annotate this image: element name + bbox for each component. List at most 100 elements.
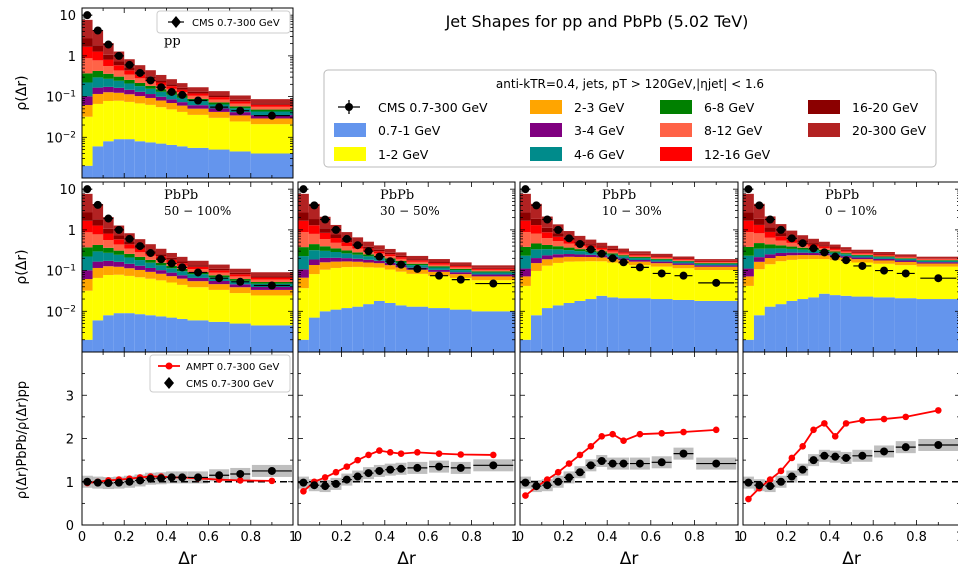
bar-8-12-gev [331, 243, 342, 249]
bar-0-7-1-gev [93, 146, 104, 178]
bar-2-3-gev [797, 255, 808, 259]
bar-2-3-gev [873, 260, 895, 263]
bar-3-4-gev [166, 273, 177, 277]
legend-entry-0: CMS 0.7-300 GeV [378, 100, 488, 115]
ampt-point [436, 450, 443, 457]
bar-1-2-gev [124, 276, 135, 313]
bar-3-4-gev [575, 254, 586, 257]
bar-3-4-gev [651, 262, 673, 264]
cms-point [858, 452, 866, 460]
cms-point [766, 215, 774, 223]
bar-4-6-gev [694, 264, 738, 266]
ytick-label: 10−1 [46, 264, 76, 280]
bar-2-3-gev [352, 262, 363, 267]
bar-2-3-gev [93, 94, 104, 104]
bar-4-6-gev [156, 265, 167, 270]
bar-2-3-gev [230, 287, 251, 293]
bar-2-3-gev [135, 270, 146, 277]
bar-3-4-gev [374, 261, 385, 263]
cms-point [842, 454, 850, 462]
ytick-label: 1 [68, 50, 76, 65]
cms-point [136, 476, 144, 484]
bar-2-3-gev [808, 255, 819, 259]
bar-6-8-gev [754, 243, 765, 249]
bar-1-2-gev [166, 282, 177, 317]
bar-1-2-gev [341, 267, 352, 308]
bar-0-7-1-gev [385, 303, 396, 352]
bar-6-8-gev [145, 86, 156, 89]
bar-12-16-gev [743, 221, 754, 232]
bar-0-7-1-gev [331, 310, 342, 352]
bar-1-2-gev [542, 266, 553, 308]
x-axis-label: Δr [842, 549, 861, 569]
bar-16-20-gev [673, 258, 695, 259]
ampt-point [789, 455, 796, 462]
bar-20-300-gev [82, 194, 93, 213]
cms-point [104, 479, 112, 487]
bar-6-8-gev [542, 245, 553, 249]
bar-4-6-gev [428, 268, 450, 270]
ampt-point [269, 478, 276, 485]
bar-12-16-gev [754, 225, 765, 233]
ampt-point [902, 414, 909, 421]
cms-point [168, 88, 176, 96]
ratio-legend-ampt-marker [166, 363, 173, 370]
bar-8-12-gev [531, 234, 542, 244]
bar-6-8-gev [651, 259, 673, 260]
bar-2-3-gev [374, 263, 385, 267]
cms-point [820, 452, 828, 460]
bar-0-7-1-gev [124, 313, 135, 352]
bar-2-3-gev [188, 281, 209, 287]
bar-2-3-gev [166, 276, 177, 282]
bar-2-3-gev [743, 276, 754, 286]
bar-1-2-gev [209, 290, 230, 322]
bar-6-8-gev [873, 256, 895, 257]
bar-12-16-gev [188, 93, 209, 95]
bar-2-3-gev [765, 258, 776, 264]
ampt-point [322, 474, 329, 481]
ampt-point [620, 437, 627, 444]
bar-16-20-gev [428, 262, 450, 263]
panel-label-pp: pp [164, 34, 181, 49]
cms-point [587, 461, 595, 469]
bar-2-3-gev [385, 265, 396, 269]
cms-point [435, 463, 443, 471]
bar-4-6-gev [309, 250, 320, 259]
bar-8-12-gev [114, 244, 125, 250]
bar-1-2-gev [407, 274, 429, 307]
bar-2-3-gev [82, 105, 93, 117]
bar-16-20-gev [407, 259, 429, 260]
bar-3-4-gev [188, 105, 209, 108]
ampt-point [237, 477, 244, 484]
bar-6-8-gev [309, 244, 320, 250]
bar-2-3-gev [166, 103, 177, 109]
ratio-legend-cms-text: CMS 0.7-300 GeV [186, 379, 274, 390]
bar-4-6-gev [103, 253, 114, 261]
bar-1-2-gev [135, 277, 146, 314]
bar-12-16-gev [103, 234, 114, 240]
bar-6-8-gev [298, 247, 309, 256]
bar-12-16-gev [553, 237, 564, 241]
bar-0-7-1-gev [819, 294, 830, 352]
bar-8-12-gev [230, 104, 251, 107]
cms-point [365, 469, 373, 477]
y-axis-label-pp: ρ(Δr) [14, 75, 30, 110]
bar-12-16-gev [93, 52, 104, 61]
cms-point [125, 61, 133, 69]
bar-2-3-gev [585, 257, 596, 261]
bar-12-16-gev [618, 252, 629, 253]
bar-8-12-gev [629, 256, 651, 257]
ytick-label: 3 [66, 389, 74, 404]
bar-12-16-gev [673, 259, 695, 260]
bar-0-7-1-gev [103, 141, 114, 178]
bar-8-12-gev [841, 252, 852, 253]
bar-8-12-gev [135, 252, 146, 257]
bar-16-20-gev [873, 254, 895, 255]
ytick-exp: −2 [63, 130, 76, 140]
legend-swatch-4 [530, 147, 562, 161]
bar-4-6-gev [873, 257, 895, 259]
cms-point [744, 479, 752, 487]
bar-6-8-gev [82, 247, 93, 256]
